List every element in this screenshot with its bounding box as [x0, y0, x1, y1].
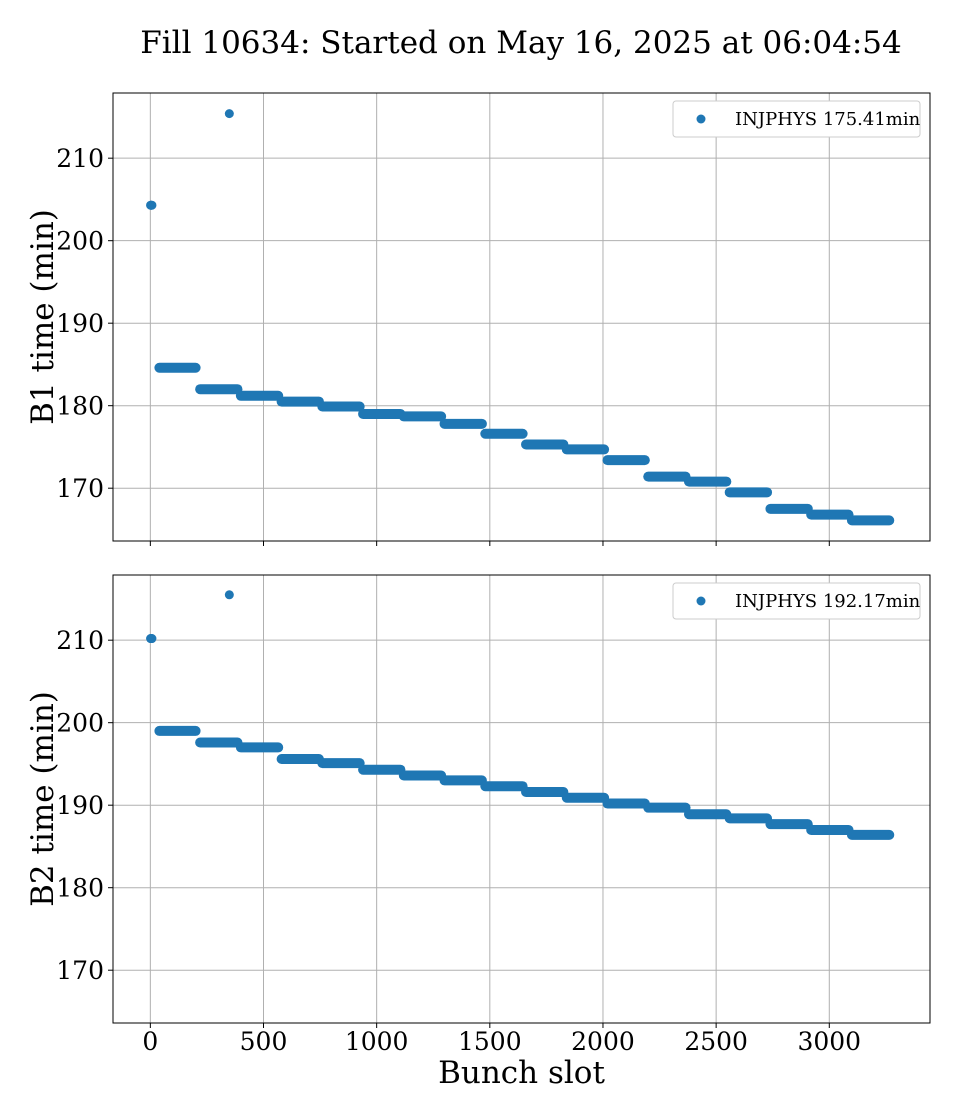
y-axis-label: B1 time (min) [25, 209, 61, 425]
legend-label: INJPHYS 175.41min [735, 109, 921, 130]
data-step-cluster [561, 444, 610, 455]
y-tick-label: 200 [56, 227, 104, 256]
data-step-cluster [154, 362, 201, 373]
data-step-cluster [765, 503, 813, 514]
y-tick-label: 190 [56, 309, 104, 338]
data-step-cluster [724, 813, 773, 824]
data-point [224, 109, 234, 119]
legend: INJPHYS 192.17min [672, 582, 921, 620]
legend-box [672, 100, 921, 138]
data-step-cluster [846, 515, 895, 526]
y-tick-label: 210 [56, 144, 104, 173]
y-tick-label: 170 [56, 474, 104, 503]
panel-b2: 0 500 1000 1500 2000 2500 3000 170 180 190 200 210 B… [25, 574, 931, 1091]
data-step-cluster [806, 509, 854, 520]
data-step-cluster [846, 829, 895, 840]
data-step-cluster [602, 798, 650, 809]
data-step-cluster [521, 786, 569, 797]
data-point [147, 200, 157, 210]
legend-marker [696, 114, 706, 124]
data-step-cluster [806, 824, 854, 835]
data-step-cluster [235, 390, 284, 401]
x-tick-label: 1000 [345, 1027, 409, 1056]
data-step-cluster [643, 471, 691, 482]
data-step-cluster [276, 396, 324, 407]
x-tick-label: 500 [240, 1027, 288, 1056]
y-tick-label: 210 [56, 626, 104, 655]
y-tick-label: 200 [56, 709, 104, 738]
x-tick-label: 3000 [797, 1027, 861, 1056]
data-step-cluster [521, 439, 569, 450]
x-tick-label: 2000 [571, 1027, 635, 1056]
axes-frame [112, 574, 931, 1024]
data-step-cluster [154, 725, 201, 736]
x-tick-label: 1500 [458, 1027, 522, 1056]
data-step-cluster [602, 455, 650, 466]
data-step-cluster [398, 411, 447, 422]
data-step-cluster [439, 418, 487, 429]
axes-frame [112, 92, 931, 542]
plot-area [113, 575, 930, 1023]
data-step-cluster [195, 737, 243, 748]
data-step-cluster [480, 428, 528, 439]
data-step-cluster [358, 764, 406, 775]
data-step-cluster [765, 819, 813, 830]
data-step-cluster [683, 809, 732, 820]
data-point [224, 590, 234, 600]
plot-area [113, 93, 930, 541]
y-tick-label: 190 [56, 791, 104, 820]
data-step-cluster [276, 753, 324, 764]
data-step-cluster [561, 792, 610, 803]
legend-box [672, 582, 921, 620]
data-step-cluster [398, 770, 447, 781]
x-tick-label: 0 [142, 1027, 158, 1056]
panel-b1: 170 180 190 200 210 B1 time (min) INJPHYS 175.… [25, 92, 931, 546]
y-tick-label: 170 [56, 956, 104, 985]
y-tick-label: 180 [56, 392, 104, 421]
x-axis-label: Bunch slot [438, 1055, 605, 1091]
x-tick-label: 2500 [684, 1027, 748, 1056]
legend-label: INJPHYS 192.17min [735, 591, 921, 612]
data-step-cluster [235, 742, 284, 753]
data-step-cluster [358, 408, 406, 419]
legend: INJPHYS 175.41min [672, 100, 921, 138]
y-axis-label: B2 time (min) [25, 691, 61, 907]
data-point [147, 634, 157, 644]
y-tick-label: 180 [56, 874, 104, 903]
legend-marker [696, 596, 706, 606]
data-step-cluster [317, 758, 365, 769]
data-step-cluster [643, 802, 691, 813]
data-step-cluster [439, 775, 487, 786]
data-step-cluster [480, 781, 528, 792]
data-step-cluster [195, 384, 243, 395]
data-step-cluster [683, 476, 732, 487]
data-step-cluster [317, 401, 365, 412]
data-step-cluster [724, 487, 773, 498]
figure-title: Fill 10634: Started on May 16, 2025 at 0… [140, 25, 902, 61]
